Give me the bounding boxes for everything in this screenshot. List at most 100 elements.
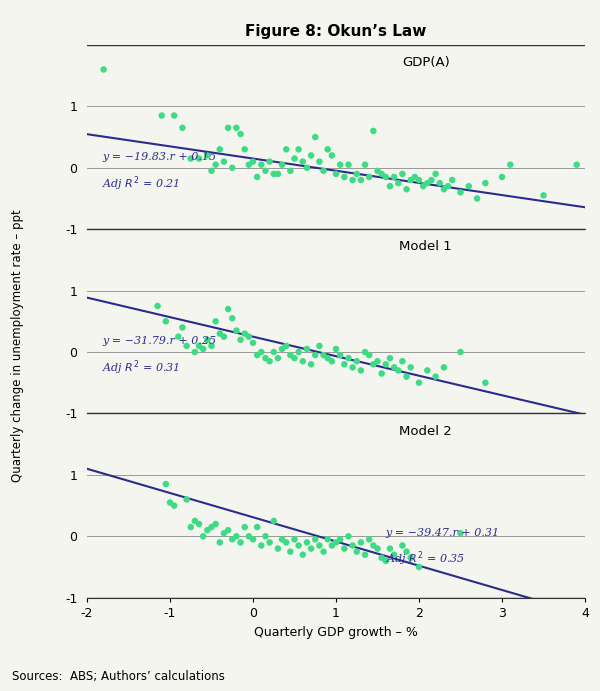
Point [348, 175, 358, 186]
Point [190, 515, 200, 527]
Point [169, 500, 179, 511]
Point [331, 537, 341, 548]
Point [294, 346, 304, 357]
Point [414, 377, 424, 388]
Point [319, 350, 328, 361]
Text: Figure 8: Okun’s Law: Figure 8: Okun’s Law [245, 24, 427, 39]
Point [377, 169, 386, 180]
Point [223, 524, 233, 536]
Point [356, 175, 366, 186]
Point [307, 543, 316, 554]
Point [260, 531, 270, 542]
Point [227, 313, 237, 324]
Point [302, 162, 312, 173]
Point [427, 175, 436, 186]
Point [340, 543, 349, 554]
Point [472, 193, 482, 204]
Point [236, 334, 245, 346]
Point [286, 165, 295, 176]
Point [344, 352, 353, 363]
Point [414, 562, 424, 573]
Point [244, 531, 254, 542]
Point [373, 356, 382, 367]
Point [277, 343, 287, 354]
Point [199, 343, 208, 354]
Point [215, 144, 224, 155]
Point [335, 534, 345, 545]
Point [273, 352, 283, 363]
Point [302, 537, 312, 548]
Text: Adj $\mathit{R}^2$ = 0.31: Adj $\mathit{R}^2$ = 0.31 [102, 358, 179, 377]
Point [161, 316, 170, 327]
Point [307, 150, 316, 161]
Point [281, 144, 291, 155]
Point [402, 371, 412, 382]
Point [368, 540, 378, 551]
Point [211, 159, 220, 170]
Point [186, 153, 196, 164]
Point [240, 328, 250, 339]
Point [344, 531, 353, 542]
Point [227, 534, 237, 545]
Point [307, 359, 316, 370]
Point [223, 122, 233, 133]
Point [331, 343, 341, 354]
Text: Model 1: Model 1 [399, 240, 452, 253]
Point [456, 346, 466, 357]
Point [269, 346, 278, 357]
Point [385, 180, 395, 191]
Point [290, 153, 299, 164]
Point [223, 303, 233, 314]
Point [281, 341, 291, 352]
Point [402, 546, 412, 557]
Point [211, 316, 220, 327]
Text: Sources:  ABS; Authors’ calculations: Sources: ABS; Authors’ calculations [12, 670, 225, 683]
Point [406, 362, 415, 373]
Point [286, 350, 295, 361]
Point [422, 178, 432, 189]
Point [203, 150, 212, 161]
Point [356, 365, 366, 376]
Point [273, 169, 283, 180]
Point [385, 352, 395, 363]
Point [323, 534, 332, 545]
Point [161, 479, 170, 490]
Point [153, 301, 163, 312]
Point [335, 159, 345, 170]
Point [364, 534, 374, 545]
Point [439, 184, 449, 195]
Point [190, 346, 200, 357]
Point [364, 350, 374, 361]
Point [211, 518, 220, 529]
Point [199, 531, 208, 542]
Text: y = −31.79.r + 0.25: y = −31.79.r + 0.25 [102, 336, 216, 346]
Point [265, 356, 274, 367]
Point [385, 543, 395, 554]
Point [352, 546, 362, 557]
Point [182, 341, 191, 352]
Point [360, 549, 370, 560]
Point [260, 165, 270, 176]
Point [360, 159, 370, 170]
Point [277, 534, 287, 545]
Point [253, 350, 262, 361]
Point [253, 522, 262, 533]
Point [327, 356, 337, 367]
Point [277, 159, 287, 170]
Point [340, 171, 349, 182]
Point [244, 159, 254, 170]
Point [140, 611, 150, 622]
Point [406, 552, 415, 563]
Text: Model 2: Model 2 [399, 424, 452, 437]
Point [448, 175, 457, 186]
Text: y = −19.83.r + 0.15: y = −19.83.r + 0.15 [102, 152, 216, 162]
Point [373, 543, 382, 554]
Point [298, 549, 308, 560]
Point [310, 350, 320, 361]
Point [219, 156, 229, 167]
Point [368, 125, 378, 136]
Point [310, 131, 320, 142]
Point [443, 180, 453, 191]
Point [456, 187, 466, 198]
Point [368, 359, 378, 370]
